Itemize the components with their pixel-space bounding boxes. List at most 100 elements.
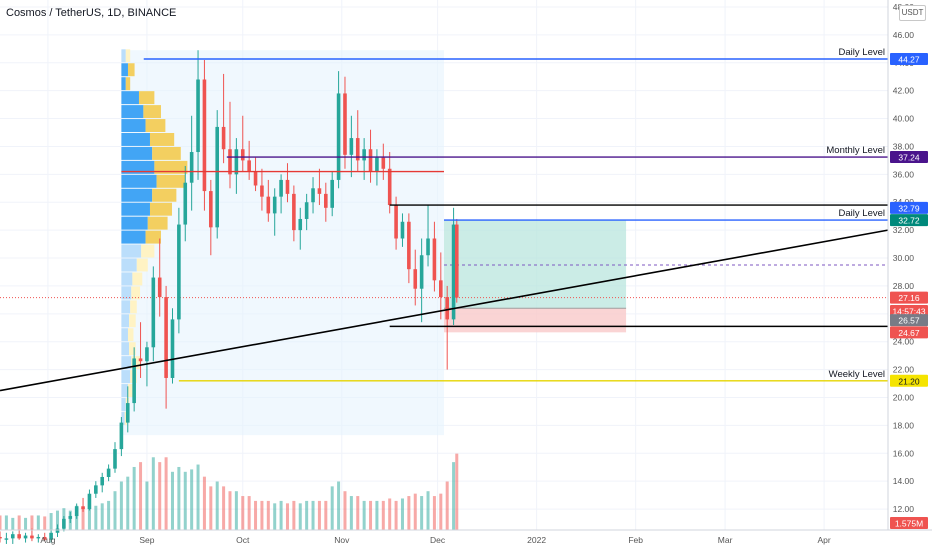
volume-profile-bar	[121, 49, 126, 63]
volume-bar	[279, 500, 283, 530]
level-lines[interactable]: Daily Level Monthly Level Daily Level Weekl…	[0, 47, 889, 392]
price-label-bg	[890, 326, 928, 339]
candle-body	[30, 535, 34, 539]
price-label-bg	[890, 517, 928, 530]
volume-bar	[388, 498, 392, 530]
volume-bar	[445, 481, 449, 530]
support-trendline	[0, 229, 889, 392]
volume-bar	[87, 503, 91, 530]
volume-profile-bar	[156, 174, 186, 188]
volume-bar	[4, 515, 8, 530]
time-tick-label: Feb	[628, 535, 643, 545]
volume-profile-bar	[121, 119, 146, 132]
volume-bar	[311, 500, 315, 530]
volume-profile-bar	[127, 63, 135, 77]
volume-bar	[260, 500, 264, 530]
level-label: Daily Level	[839, 208, 885, 219]
candle-body	[324, 193, 328, 208]
volume-profile-bar	[121, 63, 128, 77]
volume-profile-bar	[124, 411, 127, 425]
volume-bar	[164, 457, 168, 530]
volume-profile-bar	[121, 411, 125, 425]
candle-body	[55, 528, 60, 533]
price-label-bg	[890, 305, 928, 318]
price-label-text: 37.24	[898, 153, 920, 163]
volume-bar	[400, 498, 404, 530]
candle-body	[266, 196, 271, 214]
volume-profile	[121, 49, 445, 436]
volume-bar	[317, 500, 321, 530]
volume-bar	[94, 505, 98, 530]
price-label-bg	[890, 314, 928, 327]
volume-profile-bar	[138, 91, 155, 105]
time-tick-label: Nov	[334, 535, 350, 545]
volume-bar	[126, 476, 130, 530]
volume-profile-bar	[121, 188, 153, 202]
candle-body	[292, 193, 296, 231]
price-label-bg	[890, 214, 928, 227]
volume-bar	[273, 503, 277, 530]
candle-body	[317, 188, 322, 194]
candle-body	[49, 532, 53, 540]
volume-bar	[177, 466, 181, 530]
candle-body	[311, 188, 315, 203]
currency-button[interactable]: USDT	[899, 5, 926, 21]
volume-bar	[247, 496, 251, 530]
price-label-bg	[890, 201, 928, 214]
volume-bar	[100, 503, 104, 530]
price-tick-label: 40.00	[893, 114, 915, 124]
price-label-text: 21.20	[898, 376, 920, 386]
level-label: Daily Level	[839, 47, 885, 58]
volume-bar	[228, 491, 232, 530]
chart-title: Cosmos / TetherUS, 1D, BINANCE	[6, 7, 177, 19]
candle-body	[221, 126, 226, 150]
volume-bar	[337, 481, 341, 530]
volume-bar	[343, 491, 347, 530]
candle-body	[68, 516, 73, 519]
candle-body	[445, 297, 449, 320]
time-tick-label: Sep	[139, 535, 154, 545]
candle-body	[432, 238, 437, 281]
time-tick-label: 2022	[527, 535, 546, 545]
candle-body	[189, 152, 194, 183]
volume-profile-bar	[121, 216, 148, 230]
volume-bar	[202, 476, 206, 530]
candle-body	[36, 536, 41, 539]
volume-profile-bar	[121, 258, 137, 272]
candle-body	[362, 149, 366, 161]
candle-body	[87, 493, 92, 510]
candle-body	[400, 221, 405, 239]
time-tick-label: Mar	[718, 535, 733, 545]
volume-profile-bar	[127, 328, 134, 342]
candle-body	[81, 506, 85, 510]
candle-body	[298, 218, 303, 231]
volume-bar	[305, 500, 309, 530]
volume-bar	[215, 481, 219, 530]
volume-bar	[119, 481, 123, 530]
candle-body	[407, 221, 411, 270]
volume-bar	[356, 496, 360, 530]
volume-profile-bar	[130, 300, 137, 314]
volume-profile-bar	[121, 356, 132, 370]
volume-bar	[394, 500, 398, 530]
volume-profile-bar	[129, 314, 136, 328]
price-tick-label: 28.00	[893, 281, 915, 291]
candle-body	[285, 179, 290, 194]
level-label: Monthly Level	[826, 145, 885, 156]
volume-bar	[55, 510, 59, 530]
price-tick-label: 22.00	[893, 365, 915, 375]
candle-body	[253, 171, 258, 186]
candle-body	[17, 534, 21, 539]
candle-body	[202, 79, 207, 192]
volume-bar	[285, 503, 289, 530]
candle-body	[132, 358, 136, 404]
candle-body	[177, 224, 181, 320]
candle-body	[426, 238, 430, 256]
volume-bar	[426, 491, 430, 530]
volume-bar	[151, 457, 155, 530]
candle-body	[125, 403, 130, 423]
candle-body	[94, 485, 98, 494]
volume-profile-bar	[121, 244, 142, 258]
